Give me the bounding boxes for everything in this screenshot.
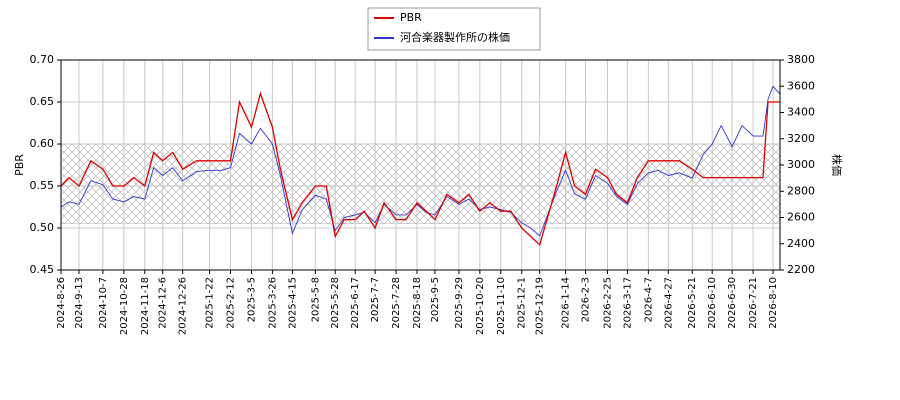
y2-tick-label: 2800 [787, 184, 815, 197]
x-tick-label: 2024-11-18 [140, 277, 151, 335]
x-tick-label: 2026-2-3 [581, 277, 592, 322]
x-tick-label: 2025-1-22 [205, 277, 216, 329]
y-tick-label: 0.55 [30, 179, 55, 192]
x-tick-label: 2025-7-7 [370, 277, 381, 322]
x-tick-label: 2026-4-27 [663, 277, 674, 329]
x-tick-label: 2025-9-5 [430, 277, 441, 322]
y-tick-label: 0.45 [30, 263, 55, 276]
legend-label: PBR [400, 11, 422, 24]
x-tick-label: 2024-9-13 [74, 277, 85, 329]
y-tick-label: 0.70 [30, 53, 55, 66]
legend: PBR 河合楽器製作所の株価 [367, 7, 541, 51]
y2-tick-label: 2600 [787, 211, 815, 224]
y2-tick-label: 3400 [787, 106, 815, 119]
shaded-range [60, 143, 781, 225]
y2-tick-label: 2400 [787, 237, 815, 250]
x-tick-label: 2026-7-21 [748, 277, 759, 329]
x-tick-label: 2026-6-30 [727, 277, 738, 329]
x-tick-label: 2025-4-15 [287, 277, 298, 329]
x-tick-label: 2025-10-20 [475, 277, 486, 335]
y-axis-label: PBR [13, 154, 26, 176]
series-line [60, 85, 781, 237]
x-tick-label: 2025-2-12 [226, 277, 237, 329]
x-tick-label: 2025-5-28 [330, 277, 341, 329]
y-tick-label: 0.65 [30, 95, 55, 108]
x-tick-label: 2026-1-14 [561, 277, 572, 329]
plot-frame [60, 59, 781, 271]
x-tick-label: 2024-12-6 [158, 277, 169, 329]
x-tick-label: 2026-5-21 [687, 277, 698, 329]
x-tick-label: 2024-12-26 [178, 277, 189, 335]
legend-box [367, 7, 541, 51]
x-tick-label: 2026-8-10 [768, 277, 779, 329]
x-tick-label: 2025-7-28 [391, 277, 402, 329]
x-tick-label: 2025-5-8 [310, 277, 321, 322]
y2-tick-label: 2200 [787, 263, 815, 276]
y2-tick-label: 3000 [787, 158, 815, 171]
x-tick-label: 2026-4-7 [643, 277, 654, 322]
y-tick-label: 0.50 [30, 221, 55, 234]
x-tick-label: 2025-11-10 [496, 277, 507, 335]
x-tick-label: 2025-12-19 [535, 277, 546, 335]
y2-tick-label: 3800 [787, 53, 815, 66]
x-tick-label: 2024-10-7 [98, 277, 109, 329]
x-tick-label: 2025-9-29 [454, 277, 465, 329]
x-tick-label: 2025-12-1 [517, 277, 528, 329]
x-tick-label: 2025-3-5 [246, 277, 257, 322]
y2-axis-label: 株価 [830, 154, 844, 176]
x-tick-label: 2026-6-10 [707, 277, 718, 329]
x-tick-label: 2025-3-26 [267, 277, 278, 329]
x-tick-label: 2025-8-18 [412, 277, 423, 329]
y2-tick-label: 3600 [787, 79, 815, 92]
y-tick-label: 0.60 [30, 137, 55, 150]
x-tick-label: 2024-8-26 [56, 277, 67, 329]
series-line [60, 91, 780, 246]
legend-label: 河合楽器製作所の株価 [400, 30, 510, 44]
x-tick-label: 2026-3-17 [622, 277, 633, 329]
y2-tick-label: 3200 [787, 132, 815, 145]
x-tick-label: 2024-10-28 [119, 277, 130, 335]
x-tick-label: 2026-2-25 [602, 277, 613, 329]
x-tick-label: 2025-6-17 [350, 277, 361, 329]
